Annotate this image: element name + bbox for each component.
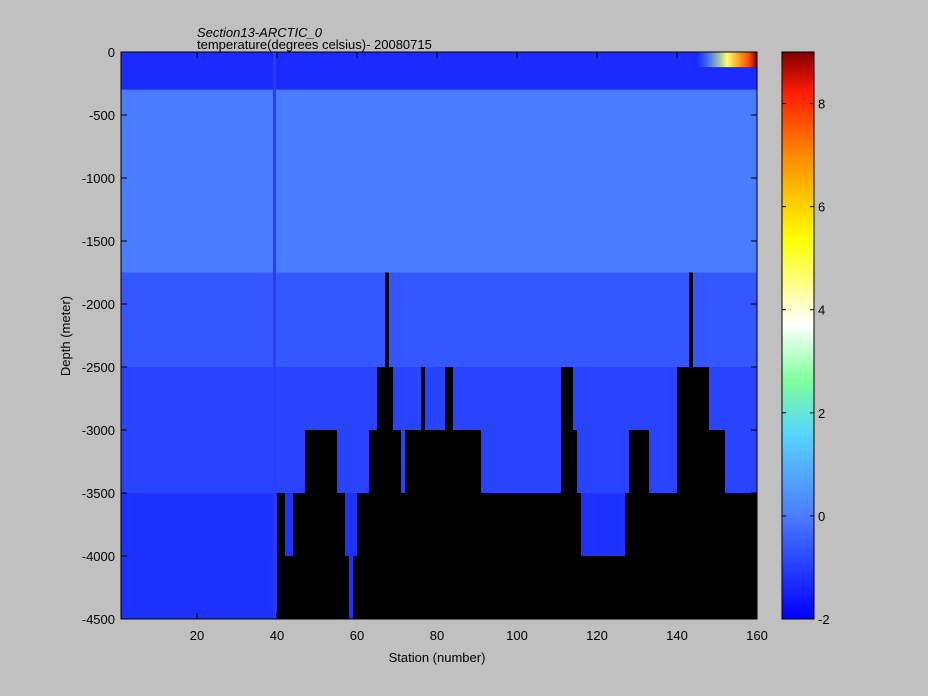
colorbar-ticks: -2 0 2 4 6 8 <box>782 97 830 627</box>
temperature-layer <box>121 52 757 90</box>
temperature-layer <box>121 89 757 273</box>
x-tick-label: 100 <box>506 628 528 643</box>
y-axis: 0 -500 -1000 -1500 -2000 -2500 -3000 -3500 -4000… <box>82 45 757 627</box>
x-axis-label: Station (number) <box>389 650 486 665</box>
colorbar-tick-label: 8 <box>818 97 825 112</box>
colorbar-tick-label: 6 <box>818 200 825 215</box>
y-tick-label: -4000 <box>82 549 115 564</box>
chart-title: Section13-ARCTIC_0 <box>197 25 323 40</box>
x-tick-label: 120 <box>586 628 608 643</box>
plot-area <box>120 51 758 620</box>
x-tick-label: 40 <box>270 628 284 643</box>
highlight-station-line <box>273 52 276 619</box>
y-tick-label: -4500 <box>82 612 115 627</box>
y-tick-label: -1500 <box>82 234 115 249</box>
colorbar-tick-label: 4 <box>818 303 825 318</box>
x-tick-label: 80 <box>430 628 444 643</box>
x-axis: 20 40 60 80 100 120 140 160 <box>190 52 768 643</box>
x-tick-label: 160 <box>746 628 768 643</box>
temperature-layer <box>121 272 757 367</box>
colorbar-tick-label: -2 <box>818 612 830 627</box>
bathymetry <box>121 272 757 619</box>
x-tick-label: 60 <box>350 628 364 643</box>
plot-frame <box>120 51 758 620</box>
surface-warm-region <box>697 52 757 68</box>
colorbar-gradient <box>781 51 815 620</box>
y-tick-label: -3500 <box>82 486 115 501</box>
y-tick-label: 0 <box>108 45 115 60</box>
y-tick-label: -500 <box>89 108 115 123</box>
x-tick-label: 140 <box>666 628 688 643</box>
x-tick-label: 20 <box>190 628 204 643</box>
y-tick-label: -3000 <box>82 423 115 438</box>
colorbar-tick-label: 0 <box>818 509 825 524</box>
y-tick-label: -1000 <box>82 171 115 186</box>
colorbar-tick-label: 2 <box>818 406 825 421</box>
chart-subtitle: temperature(degrees celsius)- 20080715 <box>197 37 432 52</box>
y-axis-label: Depth (meter) <box>58 296 73 376</box>
y-tick-label: -2000 <box>82 297 115 312</box>
y-tick-label: -2500 <box>82 360 115 375</box>
temperature-layers <box>121 52 757 619</box>
colorbar: -2 0 2 4 6 8 <box>781 51 830 627</box>
